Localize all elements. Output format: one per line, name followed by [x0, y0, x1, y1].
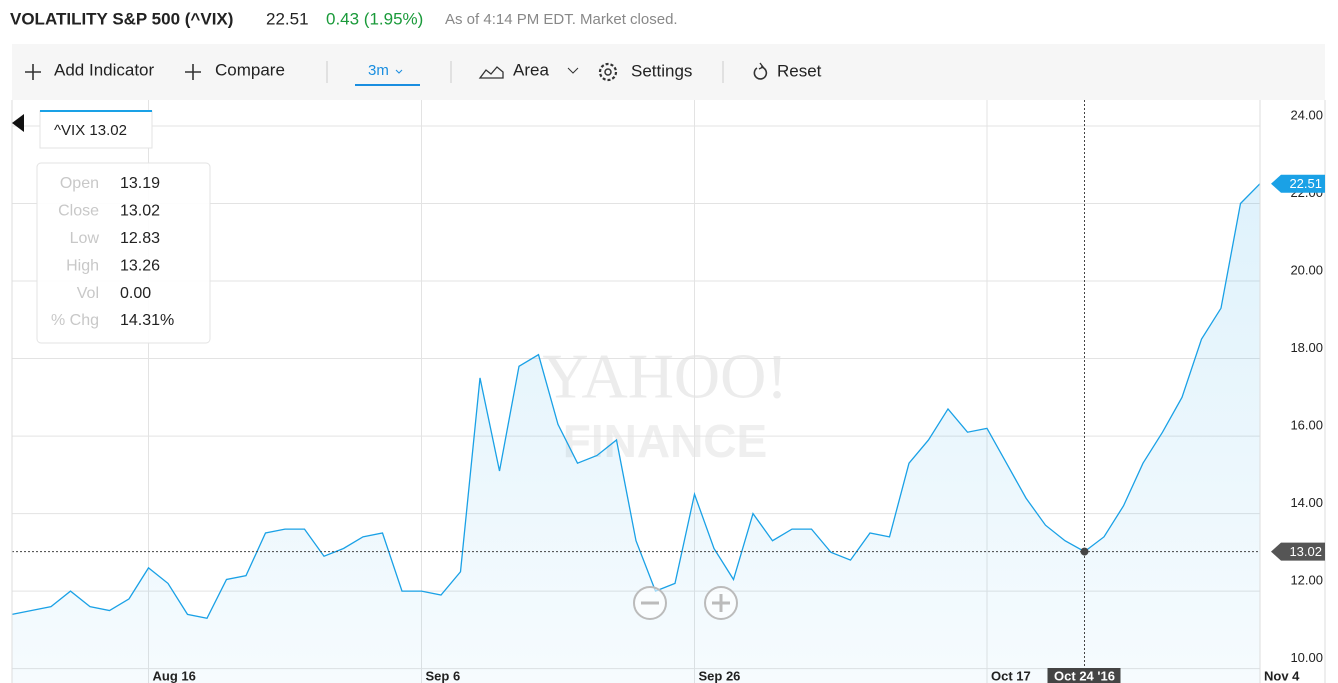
header: VOLATILITY S&P 500 (^VIX) 22.51 0.43 (1.…	[10, 9, 678, 28]
last-price-label: 22.51	[1289, 176, 1322, 191]
plot	[11, 100, 1261, 683]
symbol-value: 13.02	[89, 122, 127, 139]
crosshair-point	[1080, 547, 1089, 556]
quote-change: 0.43 (1.95%)	[326, 9, 423, 28]
symbol-badge: ^VIX 13.02	[39, 110, 153, 149]
button-label: Reset	[777, 61, 822, 80]
tooltip-value: 0.00	[120, 285, 151, 302]
button-label: 3m	[368, 62, 389, 79]
y-tick-label: 16.00	[1290, 418, 1323, 433]
y-tick-label: 12.00	[1290, 573, 1323, 588]
crosshair-x-label: Oct 24 '16	[1054, 668, 1115, 683]
quote-title: VOLATILITY S&P 500 (^VIX)	[10, 9, 233, 28]
button-label: Settings	[631, 61, 692, 80]
tooltip-value: 13.26	[120, 257, 160, 274]
button-label: Compare	[215, 60, 285, 79]
x-tick-label: Sep 26	[699, 668, 741, 683]
x-tick-label: Sep 6	[426, 668, 461, 683]
watermark-text: YAHOO!	[542, 341, 787, 412]
quote-price: 22.51	[266, 9, 309, 28]
zoom-out[interactable]	[633, 586, 667, 620]
chart-type-button[interactable]: Area	[478, 60, 579, 79]
tooltip: Open 13.19 Close 13.02 Low 12.83 High 13.26 Vol 0…	[36, 162, 211, 344]
x-tick-label: Oct 17	[991, 668, 1031, 683]
quote-status: As of 4:14 PM EDT. Market closed.	[445, 11, 678, 28]
badge-text: ^VIX 13.02	[54, 122, 127, 139]
tooltip-bg	[36, 162, 211, 344]
symbol: ^VIX	[54, 122, 85, 139]
tooltip-value: 12.83	[120, 230, 160, 247]
crosshair-y-label-bg	[1271, 542, 1325, 561]
y-tick-label: 10.00	[1290, 650, 1323, 665]
crosshair-y-label: 13.02	[1289, 544, 1322, 559]
price-line	[11, 183, 1261, 619]
tooltip-label: Vol	[77, 285, 99, 302]
tooltip-label: % Chg	[51, 312, 99, 329]
collapse-arrow[interactable]	[12, 114, 24, 132]
badge-bg	[39, 110, 153, 149]
add-indicator-button[interactable]: Add Indicator	[25, 60, 155, 80]
y-tick-label: 24.00	[1290, 107, 1323, 122]
zoom-controls	[633, 586, 738, 620]
y-tick-label: 18.00	[1290, 340, 1323, 355]
x-tick-label: Aug 16	[153, 668, 196, 683]
tooltip-value: 13.02	[120, 203, 160, 220]
last-price-label-bg	[1271, 174, 1325, 193]
range-button[interactable]: 3m	[355, 62, 420, 86]
area-fill	[12, 183, 1260, 683]
watermark: YAHOO! FINANCE	[542, 341, 787, 467]
y-tick-label: 14.00	[1290, 495, 1323, 510]
toolbar: Add Indicator Compare 3m Area Settings R…	[12, 44, 1325, 100]
toolbar-bg	[12, 44, 1325, 100]
compare-button[interactable]: Compare	[185, 60, 285, 80]
zoom-in[interactable]	[704, 586, 738, 620]
tooltip-value: 13.19	[120, 175, 160, 192]
reset-button[interactable]: Reset	[753, 61, 822, 80]
tooltip-label: Close	[58, 203, 99, 220]
y-tick-label: 20.00	[1290, 262, 1323, 277]
tooltip-label: Low	[70, 230, 100, 247]
button-label: Add Indicator	[54, 60, 155, 79]
settings-button[interactable]: Settings	[598, 61, 692, 82]
crosshair-x-badge	[1047, 668, 1121, 683]
tooltip-label: Open	[60, 175, 99, 192]
button-label: Area	[513, 60, 549, 79]
tooltip-value: 14.31%	[120, 312, 174, 329]
x-tick-label: Nov 4	[1264, 668, 1300, 683]
tooltip-label: High	[66, 257, 99, 274]
